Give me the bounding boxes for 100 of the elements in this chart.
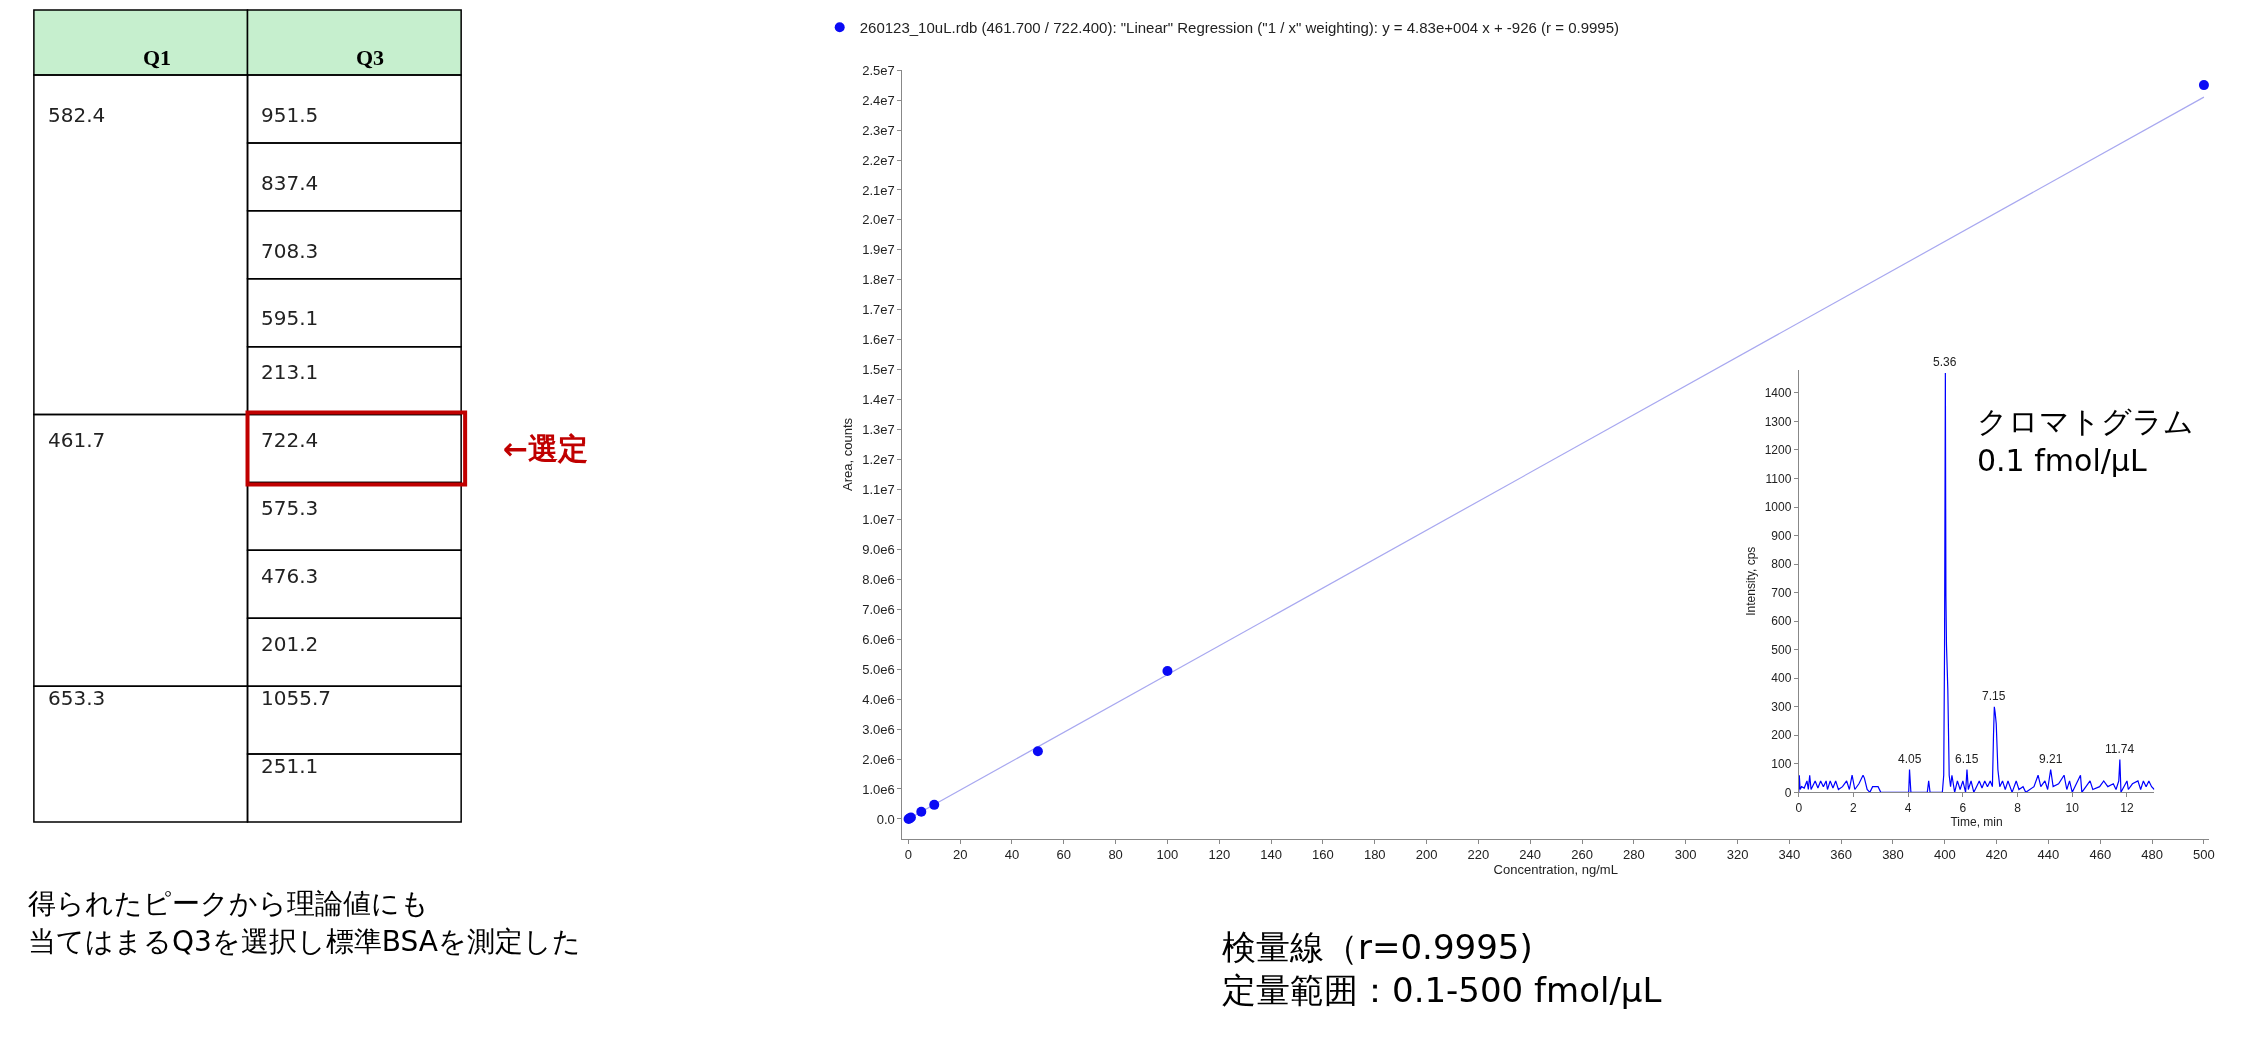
y-axis-title: Intensity, cps [1743, 546, 1758, 616]
x-tick-label: 100 [1156, 847, 1179, 863]
y-tick-label: 2.4e7 [862, 92, 895, 108]
y-tick-label: 1.1e7 [862, 482, 895, 498]
x-tick-label: 140 [1260, 847, 1282, 863]
text: ←選定 [503, 431, 589, 466]
x-axis-title: Time, min [1950, 814, 2003, 829]
x-tick-label: 40 [1004, 847, 1020, 863]
y-tick-label: 2.5e7 [862, 62, 895, 78]
y-tick-label: 300 [1771, 699, 1792, 714]
annotation: 6.15 [1955, 752, 1979, 766]
y-tick-label: 1.7e7 [862, 302, 895, 318]
x-tick-label: 340 [1778, 847, 1801, 863]
x-tick-label: 10 [2065, 800, 2080, 815]
text: 653.3 [48, 686, 106, 710]
category-label: 595.1 [261, 306, 319, 330]
text: 461.7 [48, 428, 106, 452]
x-tick-label: 12 [2120, 800, 2134, 815]
category-label: 708.3 [261, 239, 319, 263]
x-tick-label: 480 [2141, 847, 2163, 863]
x-tick-label: 280 [1623, 847, 1645, 863]
x-tick-label: 0 [904, 847, 912, 863]
x-tick-label: 420 [1985, 847, 2008, 863]
category-label: 213.1 [261, 360, 319, 384]
category-label: Q3 [356, 45, 385, 70]
y-tick-label: 600 [1771, 614, 1792, 629]
x-tick-label: 360 [1830, 847, 1853, 863]
y-tick-label: 1.4e7 [862, 392, 895, 408]
x-tick-label: 400 [1933, 847, 1956, 863]
y-tick-label: 7.0e6 [862, 601, 895, 617]
category-label: 201.2 [261, 632, 319, 656]
annotation: 4.05 [1898, 752, 1922, 766]
y-tick-label: 2.2e7 [862, 152, 895, 168]
x-tick-label: 380 [1882, 847, 1904, 863]
y-axis-title: Area, counts [840, 417, 856, 491]
category-label: 575.3 [261, 496, 319, 520]
x-tick-label: 80 [1108, 847, 1123, 863]
x-tick-label: 2 [1850, 800, 1858, 815]
y-tick-label: 8.0e6 [862, 571, 895, 587]
category-label: 837.4 [261, 171, 319, 195]
y-tick-label: 6.0e6 [862, 631, 895, 647]
legend-label: 260123_10uL.rdb (461.700 / 722.400): "Linear" Regression ("1 / x" weighting): y = 4.83e+004 x + -926 (r = 0.9995) [859, 19, 1620, 37]
y-tick-label: 500 [1771, 642, 1792, 657]
annotation: 5.36 [1933, 355, 1957, 369]
y-tick-label: 1.0e7 [862, 511, 895, 527]
y-tick-label: 1.0e6 [862, 781, 895, 797]
x-tick-label: 220 [1467, 847, 1490, 863]
y-tick-label: 800 [1771, 557, 1792, 572]
y-tick-label: 1.5e7 [862, 362, 895, 378]
y-tick-label: 1200 [1764, 443, 1792, 458]
text: 582.4 [48, 103, 106, 127]
category-label: 951.5 [261, 103, 319, 127]
y-tick-label: 2.3e7 [862, 122, 895, 138]
text: 当てはまるQ3を選択し標準BSAを測定した [28, 925, 582, 958]
text: 定量範囲：0.1-500 fmol/μL [1222, 970, 1662, 1010]
y-tick-label: 1000 [1764, 500, 1792, 515]
category-label: 722.4 [261, 428, 319, 452]
y-tick-label: 5.0e6 [862, 661, 895, 677]
y-tick-label: 200 [1771, 728, 1792, 743]
category-label: Q1 [143, 45, 172, 70]
point [929, 799, 940, 810]
x-tick-label: 300 [1674, 847, 1697, 863]
y-tick-label: 100 [1771, 757, 1792, 772]
x-tick-label: 6 [1959, 800, 1967, 815]
y-tick-label: 1100 [1765, 471, 1792, 486]
y-tick-label: 0.0 [876, 811, 895, 827]
y-tick-label: 900 [1771, 528, 1792, 543]
x-tick-label: 120 [1208, 847, 1231, 863]
x-tick-label: 20 [952, 847, 968, 863]
x-axis-title: Concentration, ng/mL [1493, 862, 1618, 878]
x-tick-label: 440 [2037, 847, 2060, 863]
y-tick-label: 3.0e6 [862, 721, 895, 737]
y-tick-label: 1.8e7 [862, 272, 895, 288]
annotation: クロマトグラム 0.1 fmol/μL [1977, 404, 2194, 478]
x-tick-label: 0 [1795, 800, 1803, 815]
x-tick-label: 500 [2193, 847, 2215, 863]
x-tick-label: 240 [1519, 847, 1542, 863]
y-tick-label: 4.0e6 [862, 691, 895, 707]
x-tick-label: 4 [1904, 800, 1912, 815]
y-tick-label: 1.9e7 [862, 242, 895, 258]
x-tick-label: 60 [1056, 847, 1072, 863]
y-tick-label: 2.1e7 [862, 182, 895, 198]
x-tick-label: 180 [1363, 847, 1386, 863]
category-label: 476.3 [261, 564, 319, 588]
y-tick-label: 2.0e6 [862, 751, 895, 767]
x-tick-label: 8 [2014, 800, 2022, 815]
y-tick-label: 1300 [1764, 414, 1792, 429]
y-tick-label: 1.3e7 [862, 422, 895, 438]
y-tick-label: 400 [1771, 671, 1792, 686]
annotation: 7.15 [1982, 689, 2006, 703]
x-tick-label: 160 [1312, 847, 1334, 863]
text: 得られたピークから理論値にも [28, 887, 429, 920]
category-label: 1055.7 [261, 686, 331, 710]
point [1032, 746, 1043, 757]
y-tick-label: 2.0e7 [862, 212, 895, 228]
annotation: 9.21 [2039, 752, 2063, 766]
point [2198, 80, 2209, 91]
y-tick-label: 1.2e7 [862, 452, 895, 468]
annotation: 11.74 [2105, 742, 2135, 756]
y-tick-label: 700 [1771, 585, 1792, 600]
